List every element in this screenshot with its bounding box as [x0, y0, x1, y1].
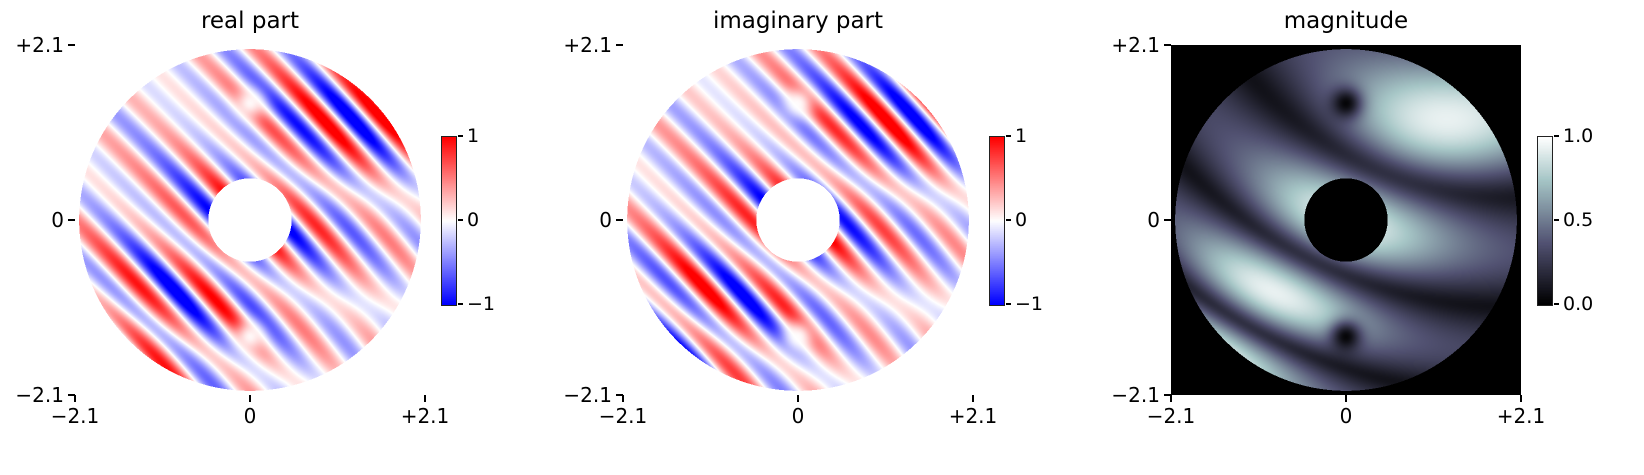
y-tick-label: +2.1: [1111, 33, 1160, 57]
colorbar-tick-label: 1: [1015, 125, 1028, 147]
colorbar-tick-label: 0.0: [1563, 293, 1594, 315]
tick-mark: [1164, 219, 1171, 221]
colorbar-tick-mark: [1006, 135, 1011, 137]
tick-mark: [249, 395, 251, 402]
x-tick-label: 0: [791, 404, 805, 428]
tick-mark: [424, 395, 426, 402]
tick-mark: [616, 219, 623, 221]
panel-title: magnitude: [1283, 8, 1409, 34]
tick-mark: [68, 219, 75, 221]
colorbar-tick-label: 0: [1015, 209, 1028, 231]
colorbar-tick-mark: [1554, 135, 1559, 137]
panel-imaginary-part: imaginary part +2.1 0 −2.1 −2.1 0 +2.1 1…: [548, 0, 1096, 475]
colorbar-tick-mark: [458, 219, 463, 221]
y-tick-label: +2.1: [563, 33, 612, 57]
y-tick-label: −2.1: [1111, 383, 1160, 407]
y-tick-label: −2.1: [15, 383, 64, 407]
x-tick-label: +2.1: [948, 404, 998, 428]
tick-mark: [1345, 395, 1347, 402]
real-part-heatmap: [75, 45, 425, 395]
tick-mark: [68, 394, 75, 396]
panel-magnitude: magnitude +2.1 0 −2.1 −2.1 0 +2.1 1.0 0.…: [1096, 0, 1644, 475]
tick-mark: [1170, 395, 1172, 402]
colorbar-tick-label: 0: [467, 209, 480, 231]
tick-mark: [797, 395, 799, 402]
y-tick-label: 0: [1147, 208, 1160, 232]
x-tick-label: +2.1: [1496, 404, 1546, 428]
tick-mark: [616, 44, 623, 46]
colorbar: [989, 136, 1005, 306]
x-tick-label: −2.1: [598, 404, 648, 428]
x-tick-label: −2.1: [1146, 404, 1196, 428]
colorbar-tick-label: 0.5: [1563, 209, 1594, 231]
colorbar-tick-label: −1: [467, 293, 496, 315]
colorbar-tick-mark: [1006, 303, 1011, 305]
panel-real-part: real part +2.1 0 −2.1 −2.1 0 +2.1 1 0 −1: [0, 0, 548, 475]
tick-mark: [1164, 44, 1171, 46]
y-tick-label: −2.1: [563, 383, 612, 407]
y-tick-label: +2.1: [15, 33, 64, 57]
colorbar-tick-mark: [1554, 219, 1559, 221]
tick-mark: [74, 395, 76, 402]
y-tick-label: 0: [599, 208, 612, 232]
colorbar: [1537, 136, 1553, 306]
colorbar-tick-label: 1.0: [1563, 125, 1594, 147]
y-tick-label: 0: [51, 208, 64, 232]
colorbar-tick-mark: [458, 135, 463, 137]
x-tick-label: 0: [1339, 404, 1353, 428]
x-tick-label: −2.1: [50, 404, 100, 428]
tick-mark: [622, 395, 624, 402]
colorbar-tick-mark: [1554, 303, 1559, 305]
colorbar-tick-mark: [1006, 219, 1011, 221]
tick-mark: [68, 44, 75, 46]
magnitude-heatmap: [1171, 45, 1521, 395]
tick-mark: [616, 394, 623, 396]
tick-mark: [1164, 394, 1171, 396]
imaginary-part-heatmap: [623, 45, 973, 395]
panel-title: real part: [200, 8, 300, 34]
x-tick-label: +2.1: [400, 404, 450, 428]
x-tick-label: 0: [243, 404, 257, 428]
colorbar-tick-label: 1: [467, 125, 480, 147]
tick-mark: [972, 395, 974, 402]
colorbar: [441, 136, 457, 306]
panel-title: imaginary part: [712, 8, 884, 34]
colorbar-tick-mark: [458, 303, 463, 305]
tick-mark: [1520, 395, 1522, 402]
colorbar-tick-label: −1: [1015, 293, 1044, 315]
